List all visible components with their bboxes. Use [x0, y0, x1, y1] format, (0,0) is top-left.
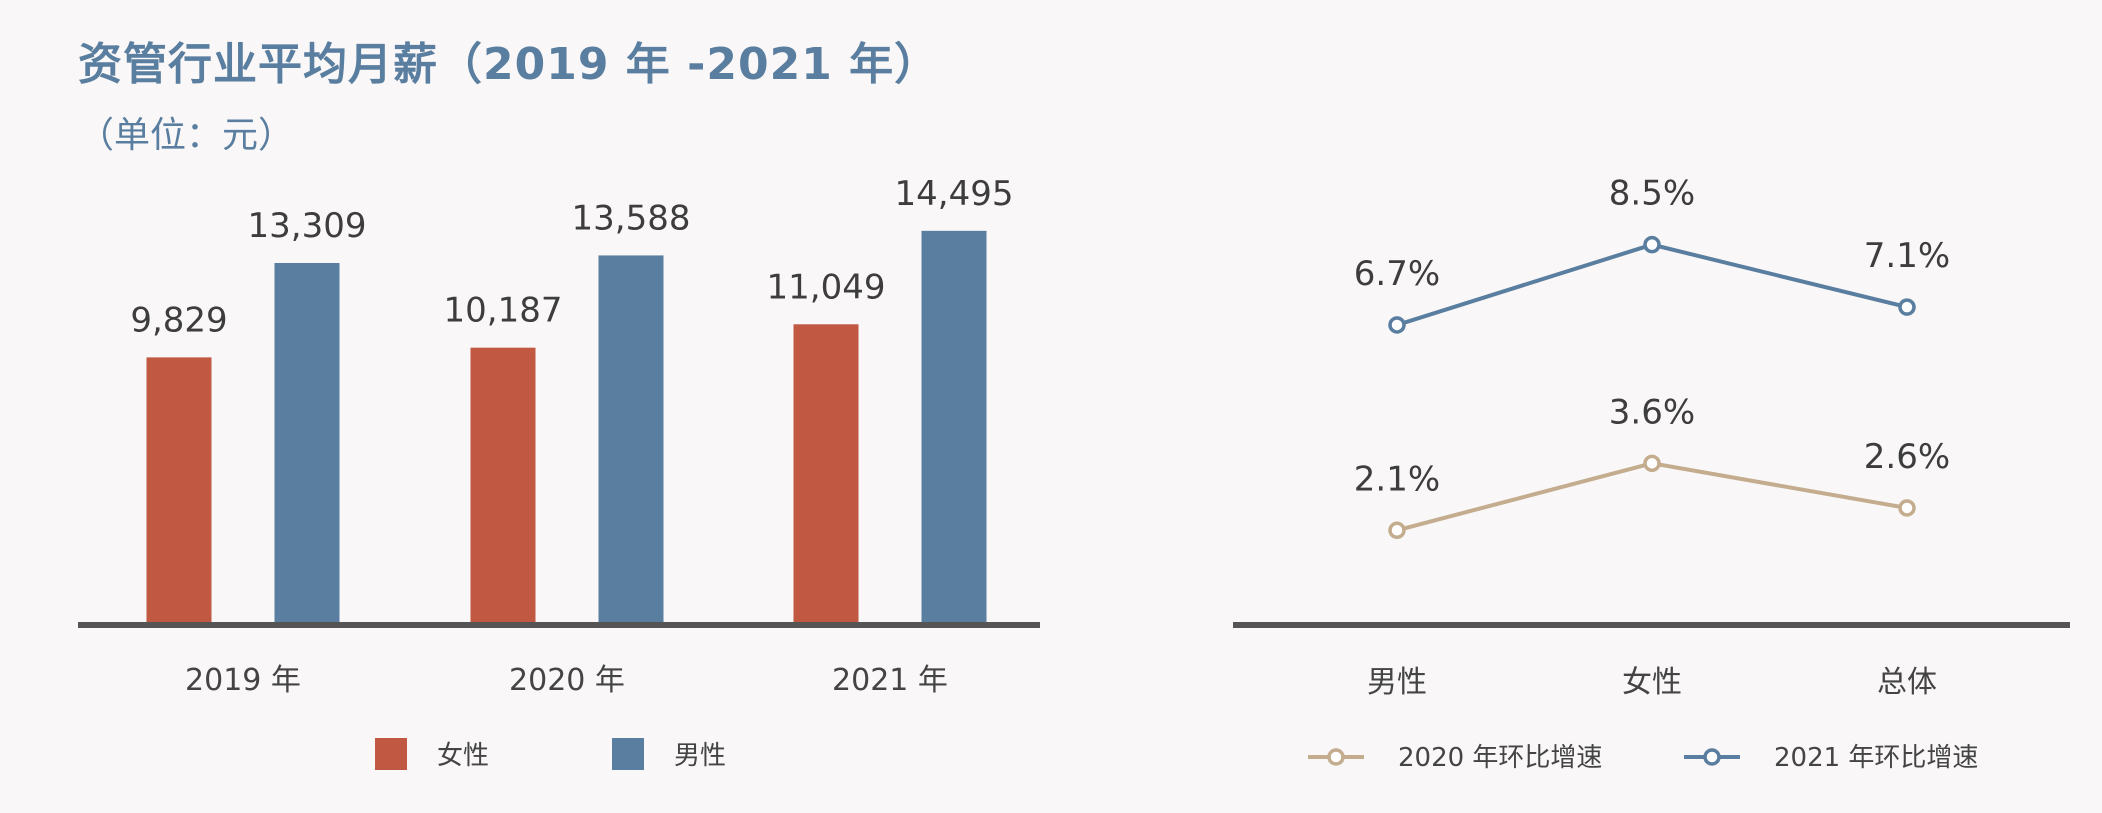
bar-value-label: 14,495 [895, 174, 1014, 214]
bar-male-1 [598, 255, 664, 624]
bar-chart-x-tick: 2020 年 [509, 663, 625, 698]
bar-chart-x-tick: 2019 年 [185, 663, 301, 698]
legend-marker-2021 [1703, 748, 1721, 766]
legend-marker-2020 [1327, 748, 1345, 766]
bar-female-0 [146, 357, 212, 624]
legend-label: 2020 年环比增速 [1398, 743, 1602, 773]
legend-label: 女性 [437, 741, 489, 771]
line-chart-x-tick: 男性 [1367, 665, 1427, 700]
chart-title: 资管行业平均月薪（2019 年 -2021 年） [78, 39, 940, 90]
line-series-2021 [1396, 242, 1908, 327]
line-point-2021-2 [1898, 298, 1916, 316]
line-point-2021-0 [1388, 316, 1406, 334]
legend-label: 2021 年环比增速 [1774, 743, 1978, 773]
line-series-2020 [1396, 461, 1908, 533]
line-value-label: 2.1% [1354, 459, 1440, 499]
bar-value-label: 13,588 [572, 198, 691, 238]
bar-value-label: 9,829 [130, 300, 227, 340]
bar-female-2 [793, 324, 859, 624]
legend-swatch-female [375, 738, 407, 770]
line-point-2020-2 [1898, 499, 1916, 517]
line-point-2020-0 [1388, 521, 1406, 540]
line-value-label: 8.5% [1609, 174, 1695, 214]
legend-swatch-male [612, 738, 644, 770]
line-value-label: 6.7% [1354, 254, 1440, 294]
bar-male-0 [274, 262, 340, 624]
bar-value-label: 13,309 [248, 206, 367, 246]
line-value-label: 7.1% [1864, 236, 1950, 276]
bar-female-1 [470, 347, 536, 624]
bar-value-label: 10,187 [444, 291, 563, 331]
line-point-2020-1 [1643, 454, 1661, 473]
line-point-2021-1 [1643, 235, 1661, 254]
line-chart-x-tick: 总体 [1877, 665, 1937, 700]
bar-value-label: 11,049 [767, 267, 886, 307]
bar-male-2 [921, 230, 987, 624]
line-value-label: 2.6% [1864, 437, 1950, 477]
line-chart-x-tick: 女性 [1622, 665, 1682, 700]
bar-chart-x-tick: 2021 年 [832, 663, 948, 698]
chart-unit-subtitle: （单位：元） [78, 115, 295, 156]
legend-label: 男性 [674, 741, 726, 771]
line-value-label: 3.6% [1609, 392, 1695, 432]
